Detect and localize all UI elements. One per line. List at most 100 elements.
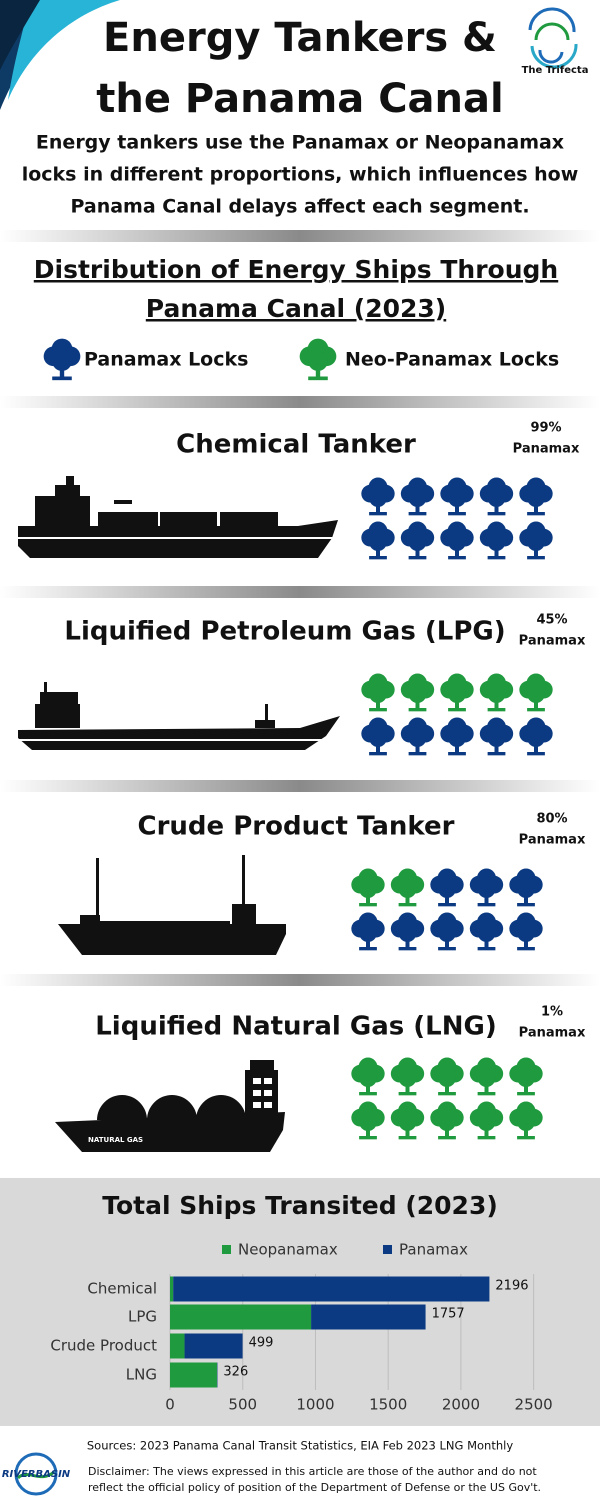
lock-icon	[390, 868, 425, 907]
lock-icon	[509, 1101, 543, 1140]
riverbasin-logo	[14, 1452, 58, 1496]
share-caption: Panamax	[513, 442, 580, 457]
share-caption: Panamax	[519, 833, 586, 848]
lock-icon	[361, 521, 395, 560]
legend-label: Panamax	[399, 1241, 468, 1259]
legend-swatch	[383, 1245, 392, 1254]
logo-text: The Trifecta	[522, 65, 589, 76]
lock-icon	[440, 521, 474, 560]
lock-icon	[479, 717, 514, 756]
lock-icon	[351, 1101, 385, 1140]
lock-icon	[351, 1057, 385, 1096]
total-label: 326	[223, 1365, 248, 1380]
lock-icon	[400, 477, 435, 516]
lock-icon	[361, 673, 395, 712]
logo-text: RIVERBASIN	[2, 1469, 71, 1480]
bar	[173, 1276, 490, 1302]
corner-swoosh	[0, 0, 120, 110]
separators	[0, 230, 600, 986]
lock-icon	[440, 673, 474, 712]
lock-icon	[440, 477, 474, 516]
segment-title: Crude Product Tanker	[138, 812, 455, 842]
lock-icon	[430, 1101, 464, 1140]
total-label: 2196	[495, 1279, 528, 1294]
lock-icon	[509, 912, 543, 951]
lock-icon	[509, 1057, 543, 1096]
lock-icon	[479, 673, 514, 712]
chart-title: Total Ships Transited (2023)	[102, 1191, 498, 1220]
lock-icon	[519, 673, 553, 712]
total-label: 499	[249, 1336, 274, 1351]
lock-icon	[430, 868, 464, 907]
lock-icon	[351, 868, 385, 907]
lock-icon	[430, 1057, 464, 1096]
x-tick-label: 1000	[296, 1396, 334, 1414]
segment-title: Liquified Natural Gas (LNG)	[95, 1012, 497, 1042]
x-tick-label: 1500	[369, 1396, 407, 1414]
section-heading: Panama Canal (2023)	[146, 294, 446, 323]
bar	[170, 1304, 312, 1330]
x-tick-label: 2500	[515, 1396, 553, 1414]
lock-icon	[430, 912, 464, 951]
lock-icon	[361, 717, 395, 756]
bar	[311, 1304, 426, 1330]
lock-icon	[390, 912, 425, 951]
legend-icon	[43, 338, 81, 381]
total-label: 1757	[432, 1307, 465, 1322]
chart-panel	[0, 1178, 600, 1426]
share-value: 80%	[536, 812, 567, 827]
lock-icon	[479, 477, 514, 516]
lpg-ship	[18, 682, 340, 750]
lock-icon	[479, 521, 514, 560]
x-tick-label: 0	[165, 1396, 175, 1414]
lock-icon	[469, 1057, 504, 1096]
legend-label: Neo-Panamax Locks	[345, 349, 559, 371]
subtitle: Energy tankers use the Panamax or Neopan…	[36, 132, 564, 154]
lock-icon	[400, 521, 435, 560]
legend-icon	[299, 338, 337, 381]
disclaimer: reflect the official policy of position …	[88, 1481, 541, 1494]
y-tick-label: Chemical	[87, 1280, 157, 1298]
disclaimer: Disclaimer: The views expressed in this …	[88, 1465, 537, 1478]
lock-icon	[390, 1057, 425, 1096]
lock-icon	[509, 868, 543, 907]
x-tick-label: 500	[228, 1396, 257, 1414]
share-value: 45%	[536, 613, 567, 628]
segment-title: Liquified Petroleum Gas (LPG)	[64, 617, 505, 647]
legend-label: Panamax Locks	[84, 349, 248, 371]
lock-icon	[519, 521, 553, 560]
lock-icon	[400, 717, 435, 756]
share-caption: Panamax	[519, 1026, 586, 1041]
sources: Sources: 2023 Panama Canal Transit Stati…	[87, 1439, 513, 1453]
bar	[170, 1276, 174, 1302]
lock-icon	[469, 868, 504, 907]
lock-icon	[469, 1101, 504, 1140]
lock-icon	[519, 717, 553, 756]
crude-ship	[58, 855, 286, 955]
y-tick-label: Crude Product	[50, 1337, 157, 1355]
ship-label: NATURAL GAS	[88, 1136, 143, 1144]
share-caption: Panamax	[519, 634, 586, 649]
subtitle: Panama Canal delays affect each segment.	[70, 196, 529, 218]
chemical-ship	[18, 476, 338, 558]
lock-icon	[440, 717, 474, 756]
segment-title: Chemical Tanker	[176, 430, 416, 460]
bar	[184, 1333, 243, 1359]
lock-icon	[469, 912, 504, 951]
x-tick-label: 2000	[442, 1396, 480, 1414]
lock-icon	[351, 912, 385, 951]
lng-ship	[55, 1060, 285, 1152]
legend-label: Neopanamax	[238, 1241, 338, 1259]
share-value: 99%	[530, 421, 561, 436]
lock-icon	[390, 1101, 425, 1140]
subtitle: locks in different proportions, which in…	[22, 164, 579, 186]
y-tick-label: LNG	[126, 1366, 157, 1384]
bar	[170, 1362, 217, 1388]
trifecta-logo	[528, 7, 578, 69]
lock-icon	[361, 477, 395, 516]
y-tick-label: LPG	[128, 1308, 157, 1326]
title: the Panama Canal	[96, 76, 503, 122]
bar	[170, 1333, 185, 1359]
share-value: 1%	[541, 1005, 563, 1020]
